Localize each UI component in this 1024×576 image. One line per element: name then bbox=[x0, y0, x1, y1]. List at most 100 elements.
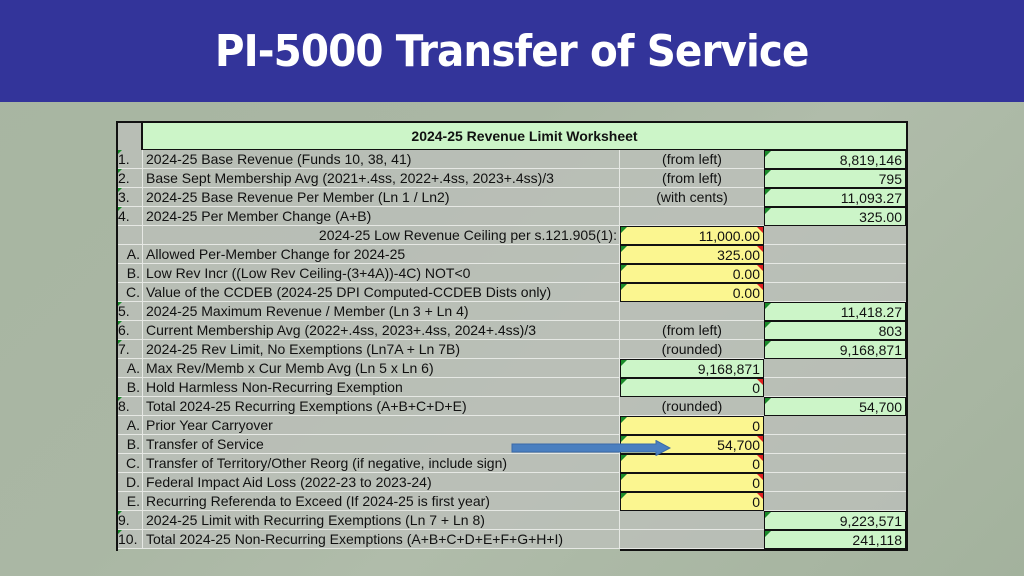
line-number: B. bbox=[116, 378, 143, 397]
line-label: 2024-25 Base Revenue (Funds 10, 38, 41) bbox=[143, 150, 620, 169]
table-row: 1. 2024-25 Base Revenue (Funds 10, 38, 4… bbox=[116, 150, 908, 169]
table-row: 8. Total 2024-25 Recurring Exemptions (A… bbox=[116, 397, 908, 416]
line-label: 2024-25 Base Revenue Per Member (Ln 1 / … bbox=[143, 188, 620, 207]
computed-value-cell[interactable]: 9,168,871 bbox=[764, 340, 906, 359]
input-value-cell[interactable]: 0.00 bbox=[620, 283, 764, 302]
line-note: (with cents) bbox=[620, 188, 764, 207]
input-value-cell[interactable]: 325.00 bbox=[620, 245, 764, 264]
line-label: Hold Harmless Non-Recurring Exemption bbox=[143, 378, 620, 397]
line-label: Transfer of Service bbox=[143, 435, 620, 454]
line-label: Recurring Referenda to Exceed (If 2024-2… bbox=[143, 492, 620, 511]
computed-value-cell[interactable]: 9,223,571 bbox=[764, 511, 906, 530]
annotation-arrow-icon bbox=[511, 440, 671, 456]
computed-value-cell[interactable]: 795 bbox=[764, 169, 906, 188]
line-label: 2024-25 Per Member Change (A+B) bbox=[143, 207, 620, 226]
table-row: C. Value of the CCDEB (2024-25 DPI Compu… bbox=[116, 283, 908, 302]
right-border bbox=[906, 121, 908, 551]
computed-value-cell[interactable]: 241,118 bbox=[764, 530, 906, 549]
table-row: B. Hold Harmless Non-Recurring Exemption… bbox=[116, 378, 908, 397]
table-row: A. Prior Year Carryover 0 bbox=[116, 416, 908, 435]
line-number: D. bbox=[116, 473, 143, 492]
line-number: 7. bbox=[116, 340, 143, 359]
empty-cell bbox=[764, 416, 906, 435]
line-number: 2. bbox=[116, 169, 143, 188]
input-value-cell[interactable]: 0.00 bbox=[620, 264, 764, 283]
table-row: A. Max Rev/Memb x Cur Memb Avg (Ln 5 x L… bbox=[116, 359, 908, 378]
empty-cell bbox=[764, 435, 906, 454]
line-number: 3. bbox=[116, 188, 143, 207]
line-number: 10. bbox=[116, 530, 143, 549]
computed-value-cell[interactable]: 11,093.27 bbox=[764, 188, 906, 207]
line-note: (rounded) bbox=[620, 340, 764, 359]
worksheet-header-row: 2024-25 Revenue Limit Worksheet bbox=[116, 121, 908, 150]
table-row: 2. Base Sept Membership Avg (2021+.4ss, … bbox=[116, 169, 908, 188]
line-number: A. bbox=[116, 245, 143, 264]
empty-cell bbox=[764, 226, 906, 245]
line-number bbox=[116, 226, 143, 245]
computed-value-cell[interactable]: 54,700 bbox=[764, 397, 906, 416]
line-number: E. bbox=[116, 492, 143, 511]
empty-cell bbox=[764, 492, 906, 511]
line-number: B. bbox=[116, 264, 143, 283]
table-row: A. Allowed Per-Member Change for 2024-25… bbox=[116, 245, 908, 264]
table-row: D. Federal Impact Aid Loss (2022-23 to 2… bbox=[116, 473, 908, 492]
empty-cell bbox=[764, 454, 906, 473]
line-number: A. bbox=[116, 416, 143, 435]
line-label: Transfer of Territory/Other Reorg (if ne… bbox=[143, 454, 620, 473]
computed-value-cell[interactable]: 8,819,146 bbox=[764, 150, 906, 169]
computed-value-cell[interactable]: 0 bbox=[620, 378, 764, 397]
table-row: 9. 2024-25 Limit with Recurring Exemptio… bbox=[116, 511, 908, 530]
line-note bbox=[620, 530, 764, 549]
line-note bbox=[620, 207, 764, 226]
line-label: Low Rev Incr ((Low Rev Ceiling-(3+4A))-4… bbox=[143, 264, 620, 283]
title-bar: PI-5000 Transfer of Service bbox=[0, 0, 1024, 102]
line-number: 1. bbox=[116, 150, 143, 169]
line-label: Prior Year Carryover bbox=[143, 416, 620, 435]
line-label: 2024-25 Maximum Revenue / Member (Ln 3 +… bbox=[143, 302, 620, 321]
page-title: PI-5000 Transfer of Service bbox=[215, 25, 810, 77]
empty-cell bbox=[764, 359, 906, 378]
line-label: Allowed Per-Member Change for 2024-25 bbox=[143, 245, 620, 264]
header-corner-cell bbox=[116, 121, 143, 150]
table-row: 2024-25 Low Revenue Ceiling per s.121.90… bbox=[116, 226, 908, 245]
line-label: Current Membership Avg (2022+.4ss, 2023+… bbox=[143, 321, 620, 340]
computed-value-cell[interactable]: 9,168,871 bbox=[620, 359, 764, 378]
input-value-cell[interactable]: 0 bbox=[620, 454, 764, 473]
line-number: C. bbox=[116, 283, 143, 302]
computed-value-cell[interactable]: 11,418.27 bbox=[764, 302, 906, 321]
input-value-cell[interactable]: 0 bbox=[620, 416, 764, 435]
line-number: 4. bbox=[116, 207, 143, 226]
line-label: 2024-25 Limit with Recurring Exemptions … bbox=[143, 511, 620, 530]
line-number: 5. bbox=[116, 302, 143, 321]
table-row: 5. 2024-25 Maximum Revenue / Member (Ln … bbox=[116, 302, 908, 321]
computed-value-cell[interactable]: 803 bbox=[764, 321, 906, 340]
table-row: 4. 2024-25 Per Member Change (A+B) 325.0… bbox=[116, 207, 908, 226]
empty-cell bbox=[764, 378, 906, 397]
line-label: 2024-25 Low Revenue Ceiling per s.121.90… bbox=[143, 226, 620, 245]
empty-cell bbox=[764, 473, 906, 492]
table-row: 7. 2024-25 Rev Limit, No Exemptions (Ln7… bbox=[116, 340, 908, 359]
table-row: 10. Total 2024-25 Non-Recurring Exemptio… bbox=[116, 530, 908, 549]
table-row: 3. 2024-25 Base Revenue Per Member (Ln 1… bbox=[116, 188, 908, 207]
line-number: B. bbox=[116, 435, 143, 454]
line-note: (from left) bbox=[620, 321, 764, 340]
empty-cell bbox=[764, 245, 906, 264]
line-number: C. bbox=[116, 454, 143, 473]
table-row: 6. Current Membership Avg (2022+.4ss, 20… bbox=[116, 321, 908, 340]
line-number: 9. bbox=[116, 511, 143, 530]
line-note: (from left) bbox=[620, 150, 764, 169]
line-note: (from left) bbox=[620, 169, 764, 188]
line-label: Value of the CCDEB (2024-25 DPI Computed… bbox=[143, 283, 620, 302]
table-row: B. Low Rev Incr ((Low Rev Ceiling-(3+4A)… bbox=[116, 264, 908, 283]
table-row: C. Transfer of Territory/Other Reorg (if… bbox=[116, 454, 908, 473]
computed-value-cell[interactable]: 325.00 bbox=[764, 207, 906, 226]
bottom-border bbox=[620, 549, 908, 551]
input-value-cell[interactable]: 0 bbox=[620, 492, 764, 511]
input-value-cell[interactable]: 0 bbox=[620, 473, 764, 492]
left-border bbox=[116, 121, 118, 551]
line-label: Total 2024-25 Non-Recurring Exemptions (… bbox=[143, 530, 620, 549]
line-label: Federal Impact Aid Loss (2022-23 to 2023… bbox=[143, 473, 620, 492]
line-number: 8. bbox=[116, 397, 143, 416]
line-label: 2024-25 Rev Limit, No Exemptions (Ln7A +… bbox=[143, 340, 620, 359]
input-value-cell[interactable]: 11,000.00 bbox=[620, 226, 764, 245]
